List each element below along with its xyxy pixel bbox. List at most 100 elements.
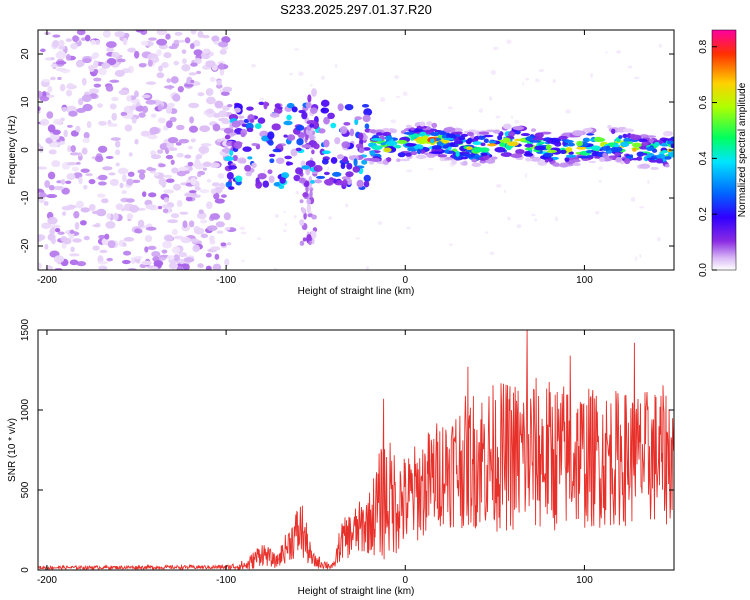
- spectrogram-cell: [102, 166, 113, 171]
- spectrogram-cell: [104, 233, 110, 240]
- spectrogram-cell: [236, 157, 247, 164]
- spectrogram-cell: [494, 146, 506, 153]
- spectrogram-cell: [58, 46, 66, 50]
- spectrogram-cell: [251, 142, 258, 146]
- spectrogram-cell: [335, 63, 338, 69]
- spectrogram-cell: [121, 190, 127, 195]
- spectrogram-cell: [94, 155, 104, 163]
- spectrogram-cell: [138, 63, 147, 68]
- spectrogram-cell: [632, 148, 637, 152]
- spectrogram-cell: [98, 265, 108, 270]
- spectrogram-cell: [188, 220, 195, 228]
- spectrogram-cell: [283, 210, 286, 214]
- spectrogram-cell: [48, 142, 59, 148]
- spectrogram-cell: [126, 213, 134, 220]
- spectrogram-cell: [430, 138, 435, 144]
- spectrogram-cell: [330, 122, 337, 129]
- spectrogram-cell: [516, 224, 522, 229]
- spectrogram-xtick-label: 100: [576, 275, 593, 286]
- spectrogram-cell: [118, 89, 130, 96]
- spectrogram-cell: [559, 162, 569, 168]
- spectrogram-ytick-label: -20: [20, 238, 31, 253]
- spectrogram-cell: [416, 138, 428, 145]
- spectrogram-cell: [209, 235, 215, 243]
- spectrogram-cell: [119, 182, 124, 189]
- snr-series-line: [38, 330, 674, 570]
- spectrogram-cell: [246, 127, 254, 133]
- spectrogram-cell: [268, 175, 275, 184]
- spectrogram-cell: [61, 205, 72, 211]
- spectrogram-cell: [300, 160, 306, 167]
- spectrogram-cell: [243, 118, 250, 124]
- spectrogram-cell: [170, 213, 180, 219]
- spectrogram-cell: [479, 160, 487, 164]
- spectrogram-cell: [515, 148, 525, 155]
- spectrogram-cell: [142, 191, 147, 198]
- spectrogram-cell: [39, 192, 47, 198]
- spectrogram-cell: [224, 134, 231, 140]
- spectrogram-cell: [57, 50, 66, 58]
- spectrogram-cell: [173, 60, 180, 66]
- spectrogram-cell: [158, 65, 163, 72]
- spectrogram-cell: [267, 139, 274, 146]
- spectrogram-cell: [181, 58, 187, 64]
- spectrogram-ytick-label: 20: [20, 48, 31, 60]
- spectrogram-cell: [82, 137, 90, 144]
- spectrogram-cell: [471, 158, 478, 163]
- spectrogram-cell: [189, 42, 195, 50]
- spectrogram-cell: [345, 171, 354, 178]
- spectrogram-cell: [52, 39, 60, 48]
- spectrogram-cell: [564, 139, 574, 144]
- spectrogram-cell: [105, 85, 114, 92]
- spectrogram-cell: [246, 106, 254, 111]
- spectrogram-cell: [311, 130, 316, 136]
- spectrogram-cell: [163, 234, 174, 242]
- spectrogram-cell: [153, 260, 164, 267]
- spectrogram-cell: [296, 138, 304, 146]
- spectrogram-cell: [41, 222, 52, 229]
- snr-ytick-label: 1000: [20, 398, 31, 421]
- spectrogram-cell: [558, 135, 568, 140]
- spectrogram-cell: [38, 106, 41, 112]
- spectrogram-cell: [38, 166, 48, 170]
- spectrogram-cell: [126, 178, 134, 186]
- spectrogram-cell: [176, 152, 184, 158]
- spectrogram-cell: [447, 106, 453, 110]
- spectrogram-cell: [362, 114, 371, 123]
- spectrogram-cell: [193, 227, 205, 235]
- spectrogram-cell: [145, 99, 157, 105]
- spectrogram-cell: [306, 119, 317, 125]
- spectrogram-cell: [223, 212, 231, 221]
- spectrogram-cell: [356, 179, 364, 188]
- spectrogram-cell: [61, 107, 68, 112]
- spectrogram-cell: [62, 211, 67, 216]
- spectrogram-cell: [629, 134, 642, 141]
- spectrogram-cell: [576, 146, 587, 150]
- spectrogram-cell: [151, 250, 161, 258]
- spectrogram-cell: [190, 30, 197, 35]
- spectrogram-cell: [490, 156, 498, 160]
- spectrogram-cell: [67, 145, 72, 153]
- spectrogram-cell: [201, 34, 210, 39]
- spectrogram-cell: [323, 178, 334, 186]
- spectrogram-cell: [224, 258, 230, 267]
- spectrogram-cell: [543, 152, 554, 158]
- spectrogram-cell: [72, 35, 79, 42]
- spectrogram-cell: [442, 134, 447, 139]
- spectrogram-cell: [299, 219, 305, 227]
- spectrogram-cell: [52, 34, 61, 38]
- spectrogram-cell: [190, 79, 195, 84]
- spectrogram-cell: [346, 178, 353, 185]
- spectrogram-cell: [254, 123, 262, 130]
- spectrogram-cell: [251, 63, 256, 68]
- spectrogram-cell: [605, 51, 608, 54]
- spectrogram-cell: [212, 123, 221, 132]
- colorbar-tick-label: 0.8: [698, 39, 709, 53]
- spectrogram-cell: [370, 138, 383, 141]
- spectrogram-cell: [153, 172, 160, 177]
- spectrogram-cell: [158, 257, 166, 261]
- spectrogram-cell: [38, 262, 42, 270]
